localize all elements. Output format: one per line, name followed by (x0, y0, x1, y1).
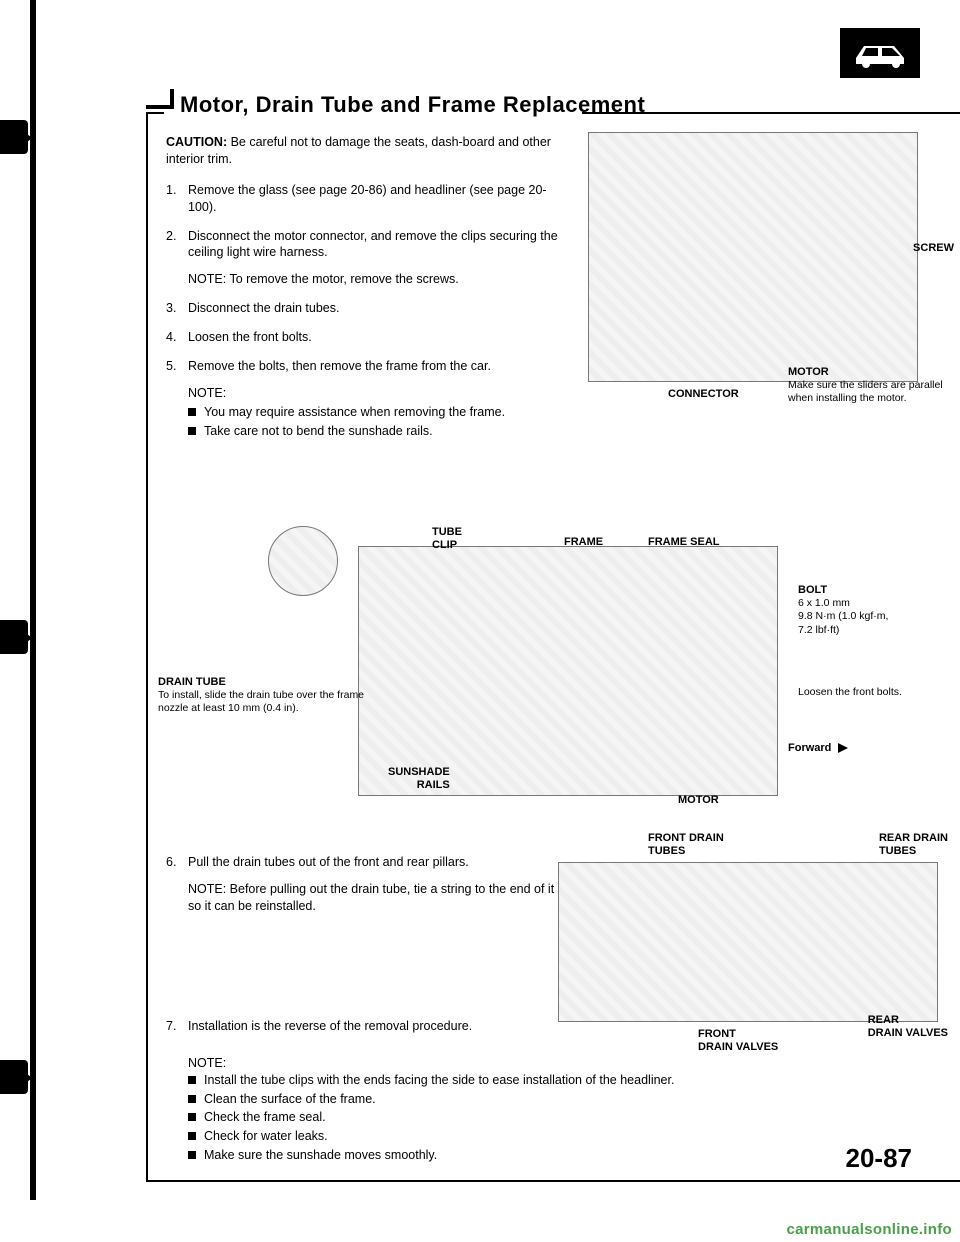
forward-arrow-icon (838, 743, 848, 753)
figure-motor: SCREW CONNECTOR MOTOR Make sure the slid… (588, 132, 948, 432)
content-frame: CAUTION: Be careful not to damage the se… (146, 112, 960, 1182)
label-motor: MOTOR (788, 366, 829, 378)
figure-motor-art (588, 132, 918, 382)
left-column: CAUTION: Be careful not to damage the se… (166, 134, 566, 439)
label-front-drain-valves: FRONT DRAIN VALVES (698, 1028, 778, 1054)
bottom-note-2: Clean the surface of the frame. (188, 1091, 946, 1108)
label-bolt: BOLT (798, 584, 827, 596)
figure-frame-art (358, 546, 778, 796)
binder-tab-bot (0, 1060, 28, 1094)
label-sunshade-rails: SUNSHADE RAILS (388, 766, 450, 792)
binder-tab-mid (0, 620, 28, 654)
step-3: Disconnect the drain tubes. (166, 300, 566, 317)
caution-label: CAUTION: (166, 135, 227, 149)
step-2-note: NOTE: To remove the motor, remove the sc… (188, 271, 566, 288)
figure-car: FRONT DRAIN TUBES REAR DRAIN TUBES FRONT… (548, 832, 948, 1052)
step-5: Remove the bolts, then remove the frame … (166, 358, 566, 440)
caution: CAUTION: Be careful not to damage the se… (166, 134, 566, 168)
page-number: 20-87 (846, 1143, 913, 1174)
step-2: Disconnect the motor connector, and remo… (166, 228, 566, 289)
label-screw: SCREW (913, 242, 954, 255)
binder-tab-top (0, 120, 28, 154)
label-motor-note: Make sure the sliders are parallel when … (788, 379, 943, 404)
label-forward: Forward (788, 742, 848, 755)
step-7-text: Installation is the reverse of the remov… (188, 1019, 472, 1033)
label-rear-drain-valves: REAR DRAIN VALVES (868, 1014, 948, 1040)
section-icon (840, 28, 920, 78)
label-connector: CONNECTOR (668, 388, 739, 401)
step-7-block: 7. Installation is the reverse of the re… (166, 1018, 566, 1035)
steps-top: Remove the glass (see page 20-86) and he… (166, 182, 566, 440)
label-loosen: Loosen the front bolts. (798, 686, 902, 699)
figure-clip-detail (268, 526, 338, 596)
watermark: carmanualsonline.info (787, 1221, 953, 1238)
bottom-note-1: Install the tube clips with the ends fac… (188, 1072, 946, 1089)
bottom-note-list: Install the tube clips with the ends fac… (188, 1072, 946, 1164)
step-5-note: NOTE: You may require assistance when re… (188, 385, 566, 440)
bottom-note-3: Check the frame seal. (188, 1109, 946, 1126)
step-5-note-1: You may require assistance when removing… (188, 404, 566, 421)
figure-frame: TUBE CLIP FRAME FRAME SEAL BOLT 6 x 1.0 … (158, 526, 928, 816)
label-frame-seal: FRAME SEAL (648, 536, 720, 549)
step-5-note-2: Take care not to bend the sunshade rails… (188, 423, 566, 440)
bottom-notes: NOTE: Install the tube clips with the en… (166, 1055, 946, 1166)
step-6-text: Pull the drain tubes out of the front an… (188, 855, 469, 869)
label-motor-mid: MOTOR (678, 794, 719, 807)
label-tube-clip: TUBE CLIP (432, 526, 462, 552)
car-icon (850, 36, 910, 70)
step-6-block: 6. Pull the drain tubes out of the front… (166, 854, 566, 927)
label-bolt-spec: 6 x 1.0 mm 9.8 N·m (1.0 kgf·m, 7.2 lbf·f… (798, 597, 888, 635)
bottom-note-4: Check for water leaks. (188, 1128, 946, 1145)
label-rear-drain-tubes: REAR DRAIN TUBES (879, 832, 948, 858)
step-6-note: NOTE: Before pulling out the drain tube,… (188, 881, 566, 915)
figure-car-art (558, 862, 938, 1022)
label-front-drain-tubes: FRONT DRAIN TUBES (648, 832, 724, 858)
step-2-text: Disconnect the motor connector, and remo… (188, 229, 558, 260)
step-4-text: Loosen the front bolts. (188, 330, 312, 344)
step-6-num: 6. (166, 854, 176, 871)
bottom-note-label: NOTE: (188, 1056, 226, 1070)
label-frame: FRAME (564, 536, 603, 549)
bottom-note-5: Make sure the sunshade moves smoothly. (188, 1147, 946, 1164)
step-7-num: 7. (166, 1018, 176, 1035)
title-tick (146, 89, 174, 109)
step-1: Remove the glass (see page 20-86) and he… (166, 182, 566, 216)
step-4: Loosen the front bolts. (166, 329, 566, 346)
step-1-text: Remove the glass (see page 20-86) and he… (188, 183, 547, 214)
step-5-note-label: NOTE: (188, 385, 566, 402)
step-3-text: Disconnect the drain tubes. (188, 301, 339, 315)
label-drain-tube: DRAIN TUBE (158, 676, 226, 688)
step-5-note-list: You may require assistance when removing… (188, 404, 566, 440)
step-5-text: Remove the bolts, then remove the frame … (188, 359, 491, 373)
label-drain-tube-note: To install, slide the drain tube over th… (158, 689, 364, 714)
page-outer: Motor, Drain Tube and Frame Replacement … (30, 0, 940, 1200)
